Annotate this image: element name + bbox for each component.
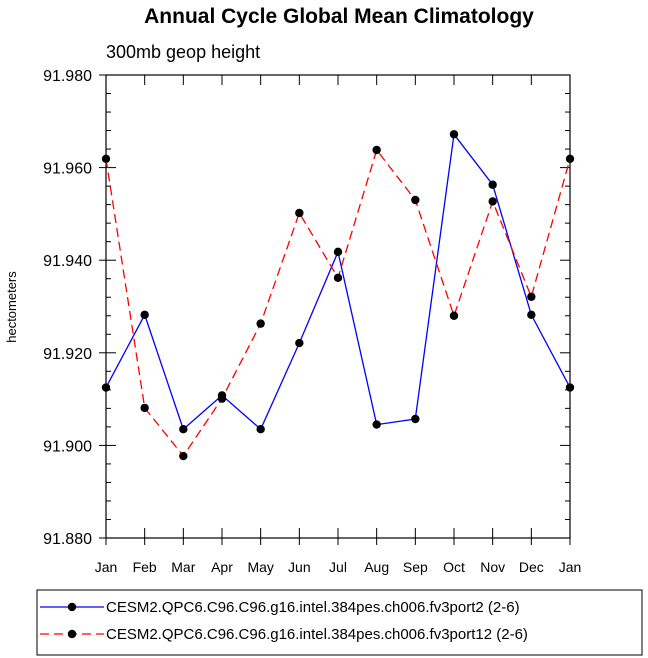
series-1-point — [488, 180, 497, 189]
y-axis-label: hectometers — [4, 271, 19, 343]
series-1-point — [527, 310, 536, 320]
series-1-point — [179, 424, 188, 434]
y-tick-labels: 91.880 91.900 91.920 91.940 91.960 91.980 — [43, 68, 92, 548]
plot-frame — [105, 74, 571, 539]
series-2-point — [372, 145, 381, 155]
series-1-point — [333, 247, 343, 257]
series-2-point — [565, 154, 575, 164]
series-2-point — [333, 273, 343, 282]
series-1-point — [140, 310, 149, 320]
series-2-point — [449, 311, 459, 320]
x-tick-label: Apr — [211, 559, 233, 575]
series-1-point — [101, 383, 111, 392]
series-2-point — [179, 451, 188, 461]
y-tick-label: 91.920 — [43, 346, 92, 363]
x-tick-label: Jul — [329, 559, 347, 575]
chart-title: Annual Cycle Global Mean Climatology — [144, 5, 534, 28]
series-2-point — [256, 319, 265, 328]
series-1-point — [295, 338, 304, 348]
series-2-point — [411, 195, 420, 205]
x-tick-label: May — [247, 559, 273, 575]
x-tick-label: Jan — [559, 559, 582, 575]
x-tick-label: Sep — [403, 559, 428, 575]
series-2-point — [217, 394, 227, 403]
y-tick-label: 91.960 — [43, 161, 92, 178]
series-2-point — [295, 208, 304, 218]
x-tick-label: Dec — [519, 559, 544, 575]
legend-box — [36, 589, 643, 656]
series-layer — [101, 130, 575, 461]
chart-subtitle: 300mb geop height — [106, 42, 260, 62]
legend-label-2: CESM2.QPC6.C96.C96.g16.intel.384pes.ch00… — [106, 626, 528, 643]
legend: CESM2.QPC6.C96.C96.g16.intel.384pes.ch00… — [40, 599, 528, 643]
y-tick-label: 91.940 — [43, 253, 92, 270]
x-tick-label: Nov — [480, 559, 505, 575]
x-tick-labels: Jan Feb Mar Apr May Jun Jul Aug Sep Oct Nov Dec Jan — [95, 559, 582, 575]
y-tick-label: 91.980 — [43, 68, 92, 85]
x-tick-label: Oct — [443, 559, 465, 575]
x-tick-label: Feb — [133, 559, 157, 575]
series-1-point — [411, 414, 420, 424]
legend-label-1: CESM2.QPC6.C96.C96.g16.intel.384pes.ch00… — [106, 599, 520, 616]
x-tick-label: Aug — [364, 559, 389, 575]
series-1-point — [372, 420, 381, 429]
y-tick-label: 91.900 — [43, 438, 92, 455]
y-tick-label: 91.880 — [43, 531, 92, 548]
x-tick-label: Jan — [95, 559, 118, 575]
x-tick-label: Mar — [171, 559, 195, 575]
series-1-point — [565, 383, 575, 392]
series-2-point — [101, 154, 111, 164]
legend-marker-1 — [67, 602, 77, 612]
series-1-point — [256, 424, 265, 434]
series-2-point — [527, 292, 536, 301]
series-2-point — [140, 403, 149, 413]
axis-ticks — [99, 74, 571, 545]
legend-marker-2 — [67, 629, 77, 639]
x-tick-label: Jun — [288, 559, 311, 575]
series-1-point — [449, 130, 459, 139]
series-line-2 — [105, 148, 571, 458]
series-2-point — [488, 197, 497, 206]
